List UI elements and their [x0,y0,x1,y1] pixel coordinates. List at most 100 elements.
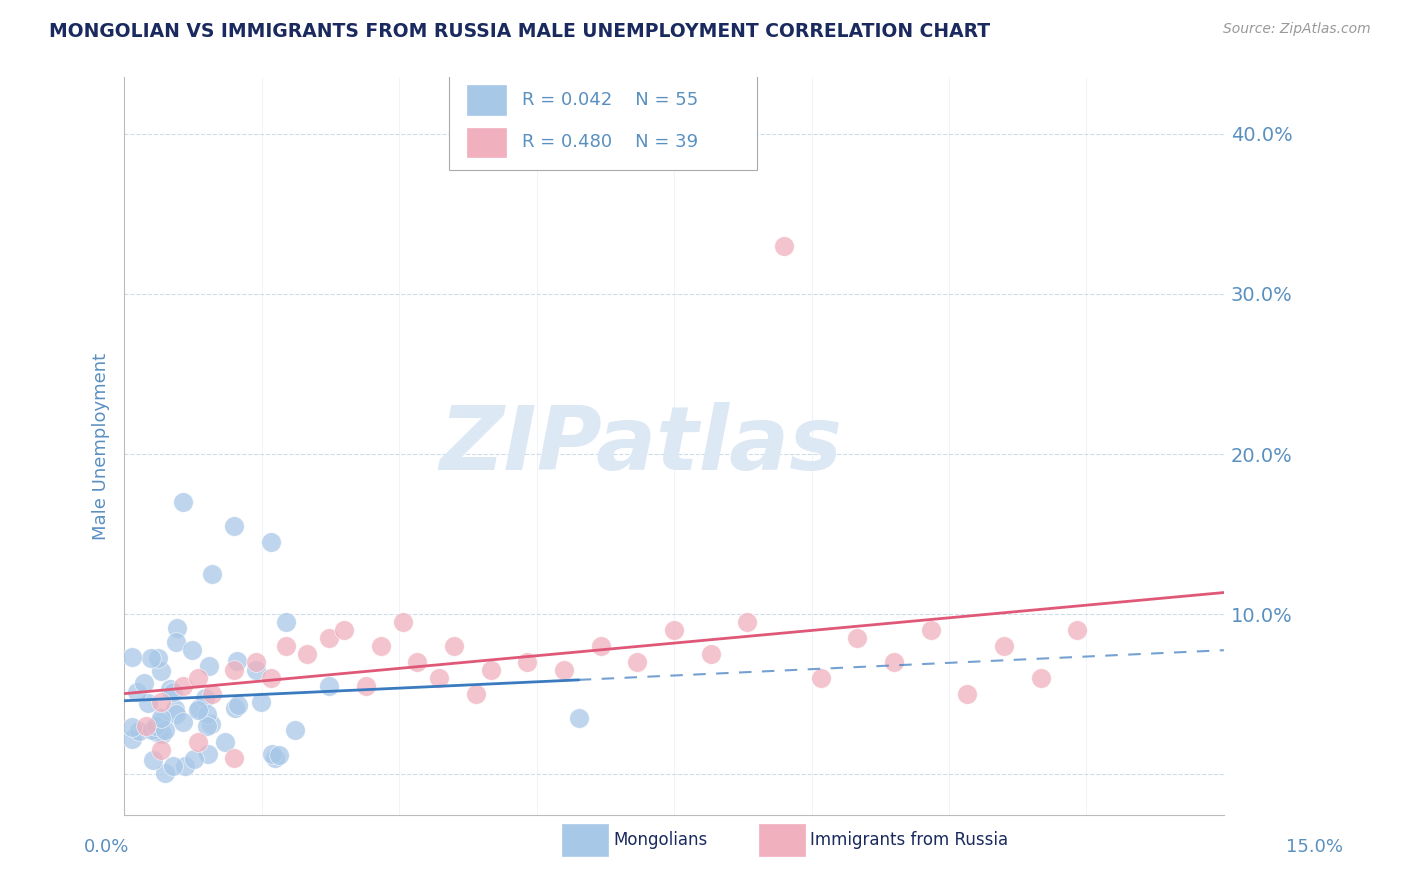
Point [465,687,488,701]
Point [920,624,942,638]
Point [166,621,188,635]
Text: R = 0.042    N = 55: R = 0.042 N = 55 [522,91,699,109]
FancyBboxPatch shape [449,74,756,169]
Point [333,624,356,638]
Point [214,735,236,749]
Point [139,651,162,665]
Text: MONGOLIAN VS IMMIGRANTS FROM RUSSIA MALE UNEMPLOYMENT CORRELATION CHART: MONGOLIAN VS IMMIGRANTS FROM RUSSIA MALE… [49,22,990,41]
Point [846,632,869,646]
Point [737,615,759,630]
Point [553,664,575,678]
Point [136,696,159,710]
Point [479,664,502,678]
Point [993,640,1015,654]
Point [443,640,465,654]
Y-axis label: Male Unemployment: Male Unemployment [93,352,110,540]
Point [269,748,291,763]
Point [172,495,194,509]
Point [201,687,224,701]
Point [810,671,832,685]
Point [262,747,284,761]
Point [152,727,174,741]
Point [183,752,205,766]
Point [406,656,429,670]
Point [128,723,150,738]
Point [153,723,176,738]
Point [224,751,246,765]
Bar [467,128,506,157]
Text: Mongolians: Mongolians [613,831,707,849]
Text: 15.0%: 15.0% [1285,838,1343,856]
Point [626,656,648,670]
Point [274,615,297,630]
Point [149,695,172,709]
Point [194,691,217,706]
Point [260,671,283,685]
Point [263,751,285,765]
Text: ZIPatlas: ZIPatlas [440,402,842,490]
Point [318,632,340,646]
Point [165,707,187,722]
Point [354,679,377,693]
Point [1066,624,1088,638]
Point [150,664,173,678]
Point [245,664,267,678]
Point [773,238,796,252]
Point [224,519,246,533]
Point [429,671,451,685]
Point [662,624,685,638]
Point [197,747,219,762]
Point [699,648,721,662]
Point [195,719,218,733]
Point [155,765,177,780]
Point [162,684,184,698]
Point [195,707,218,722]
Point [200,716,222,731]
Point [516,656,538,670]
Point [159,681,181,696]
Point [172,715,194,730]
Point [149,743,172,757]
Point [201,567,224,582]
Point [186,703,208,717]
Point [165,635,187,649]
Point [165,702,187,716]
Point [956,687,979,701]
Point [370,640,392,654]
Bar [467,85,506,114]
Point [228,698,250,712]
Point [141,723,163,737]
Text: R = 0.480    N = 39: R = 0.480 N = 39 [522,133,699,152]
Point [125,685,148,699]
Point [172,679,194,693]
Point [146,651,169,665]
Point [1029,671,1052,685]
Point [145,719,167,733]
Point [162,758,184,772]
Point [391,615,413,630]
Point [226,654,249,668]
Point [142,754,165,768]
Point [149,715,172,730]
Point [186,671,208,685]
Point [260,535,283,549]
Text: Source: ZipAtlas.com: Source: ZipAtlas.com [1223,22,1371,37]
Point [250,695,273,709]
Point [121,732,143,747]
Point [121,720,143,734]
Point [186,735,208,749]
Point [297,648,319,662]
Point [283,723,305,738]
Point [198,659,221,673]
Point [146,726,169,740]
Point [245,656,267,670]
Point [224,701,246,715]
Point [121,650,143,665]
Point [173,759,195,773]
Point [149,711,172,725]
Point [589,640,612,654]
Point [132,675,155,690]
Point [180,643,202,657]
Point [318,679,340,693]
Point [188,700,211,714]
